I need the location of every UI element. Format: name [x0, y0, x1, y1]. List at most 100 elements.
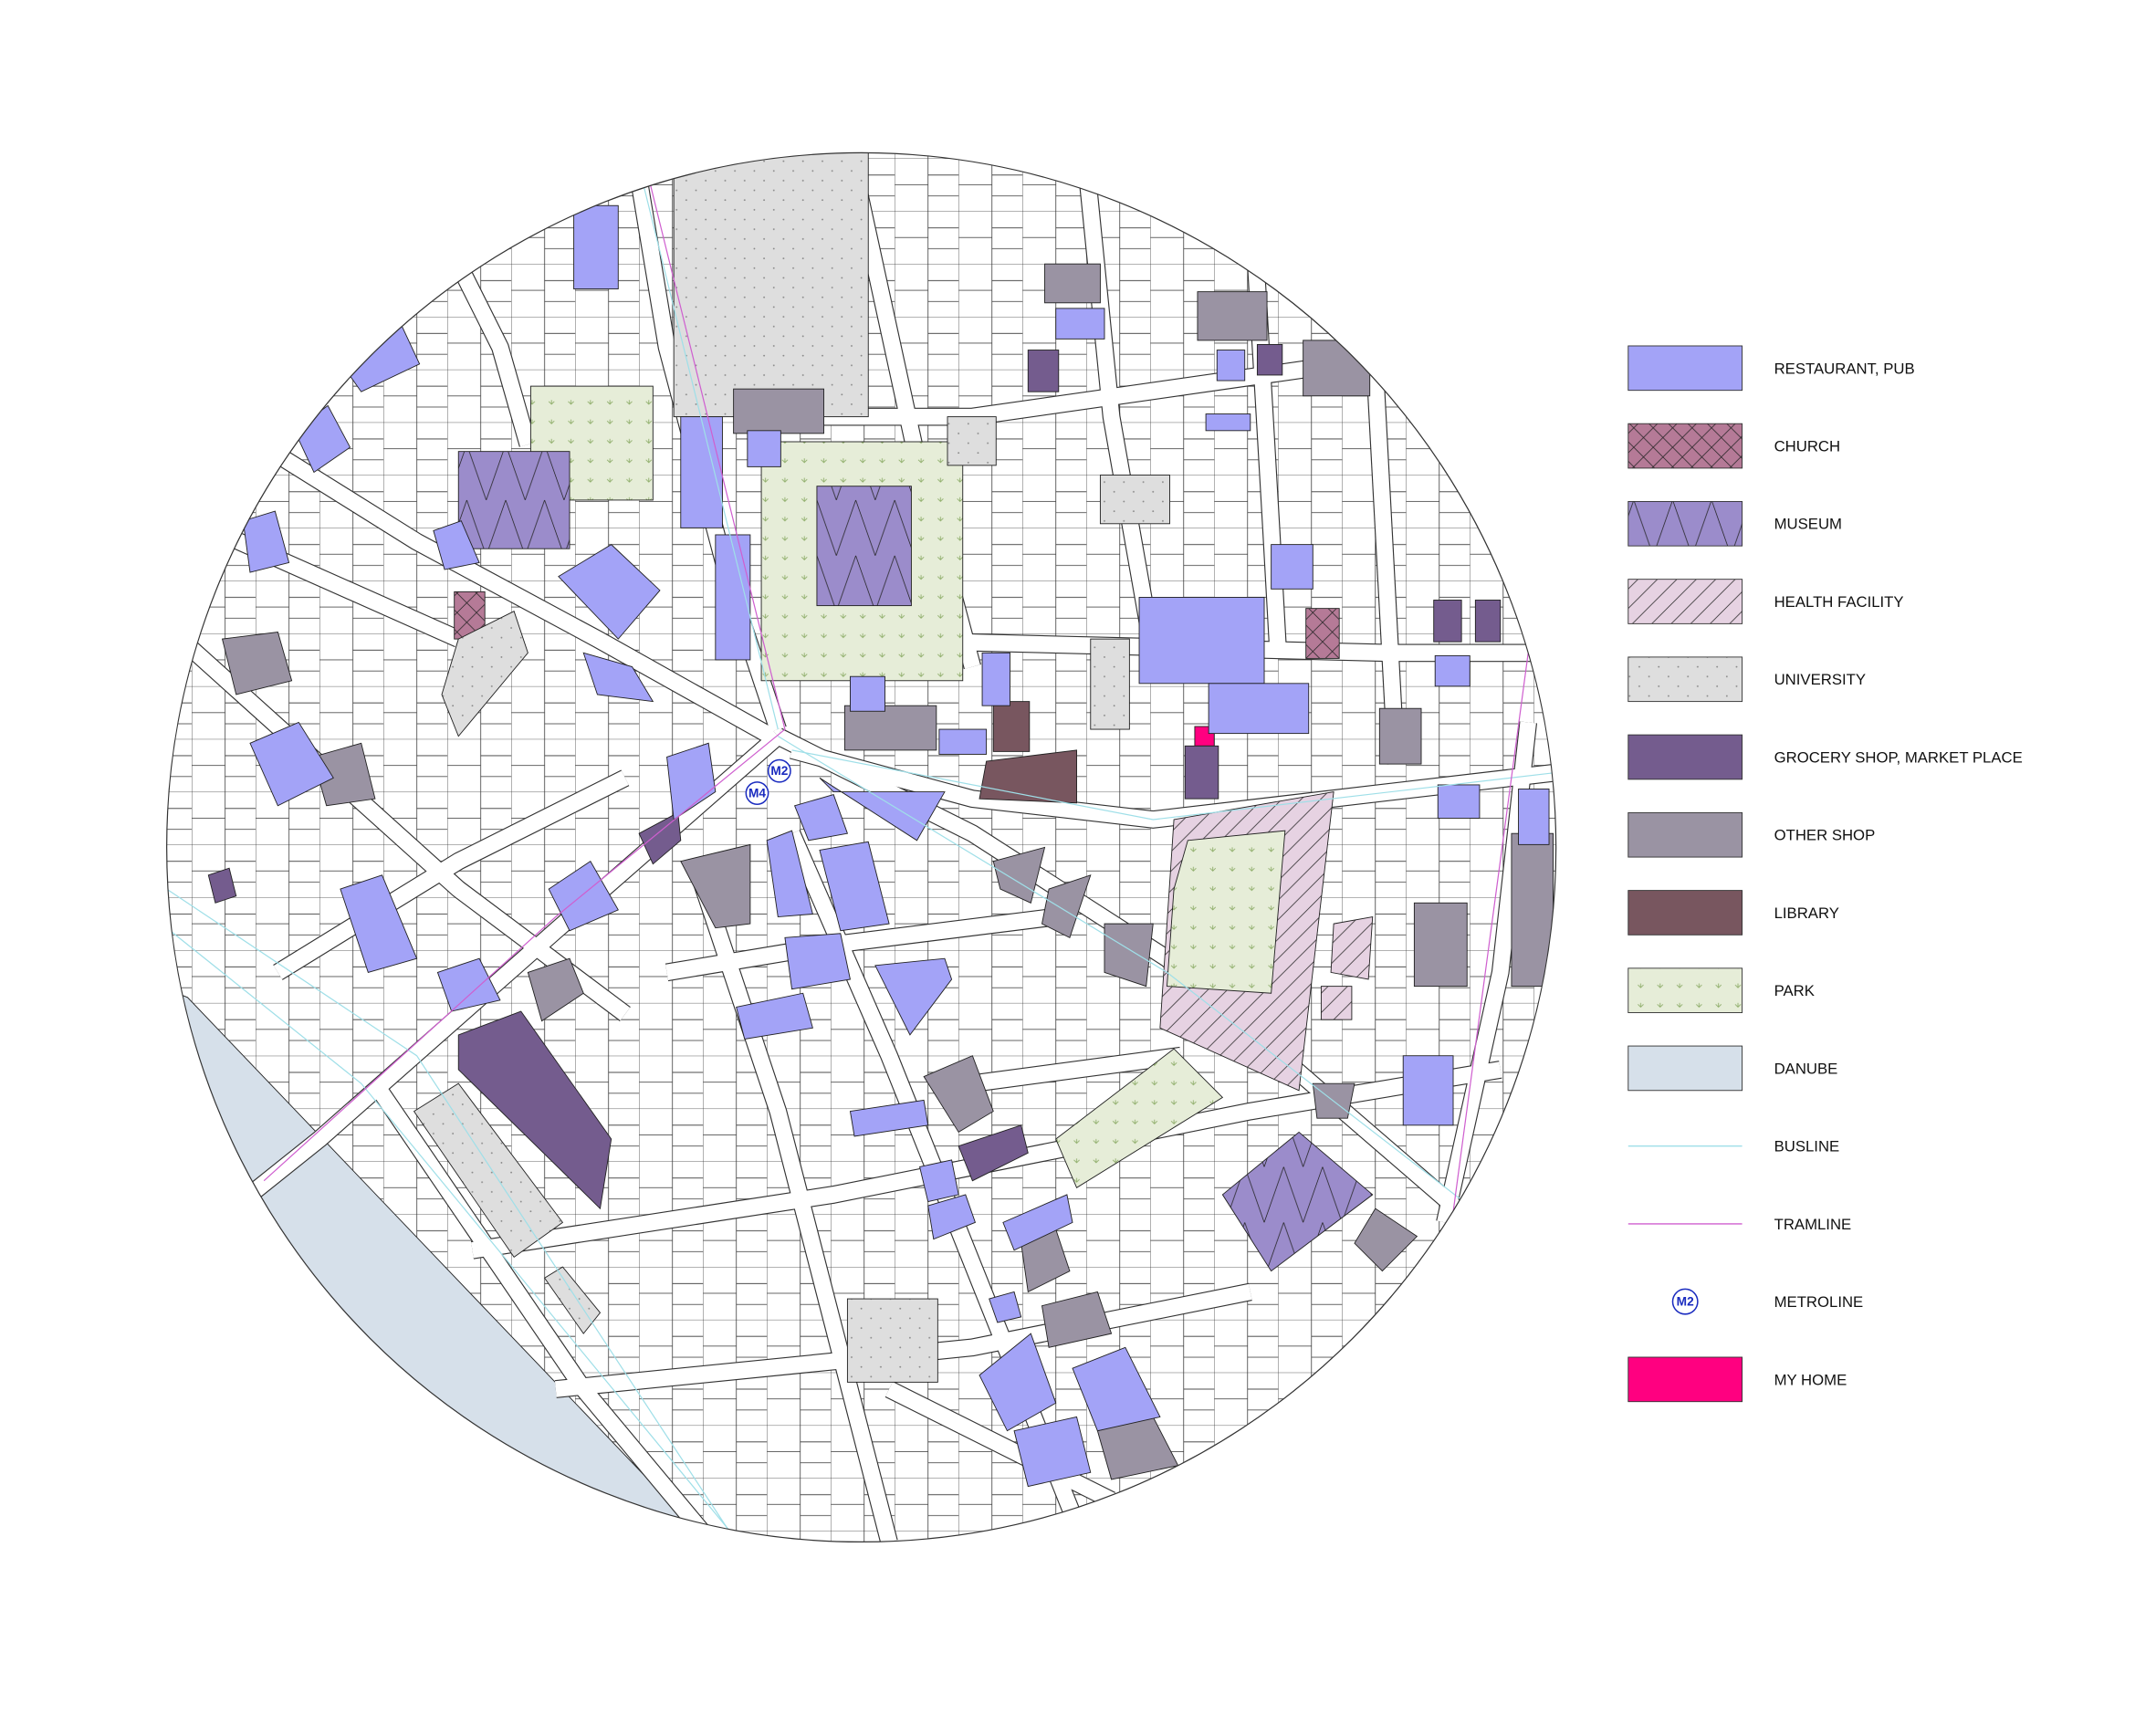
legend-label: METROLINE	[1774, 1293, 1864, 1311]
building	[874, 957, 953, 1036]
legend-label: RESTAURANT, PUB	[1774, 360, 1915, 377]
legend-label: UNIVERSITY	[1774, 671, 1866, 688]
building	[715, 534, 751, 661]
blocks	[207, 152, 1554, 1488]
building	[919, 1159, 959, 1203]
building	[1221, 1131, 1374, 1272]
building	[1216, 350, 1246, 382]
building	[766, 830, 813, 918]
building	[1184, 745, 1219, 800]
building	[1013, 1416, 1092, 1488]
building	[311, 742, 376, 807]
building	[846, 1298, 938, 1383]
legend-swatch	[1627, 656, 1743, 703]
building	[207, 867, 237, 904]
legend-swatch	[1627, 345, 1743, 392]
tramline	[263, 152, 786, 1182]
building	[441, 611, 529, 737]
building	[527, 957, 584, 1022]
street	[1075, 152, 1161, 654]
building	[1002, 1194, 1073, 1251]
building	[1305, 608, 1340, 659]
building	[938, 728, 988, 755]
legend-swatch	[1627, 890, 1743, 936]
legend-metro-symbol: M2	[1677, 1295, 1694, 1309]
building	[733, 388, 825, 434]
street	[832, 631, 1543, 662]
building	[1511, 832, 1554, 988]
building	[1044, 263, 1101, 304]
legend-label: GROCERY SHOP, MARKET PLACE	[1774, 748, 2023, 766]
building	[680, 843, 751, 929]
legend-swatch	[1627, 734, 1743, 780]
building	[1330, 915, 1374, 980]
metro-label: M4	[748, 787, 766, 800]
legend-swatch	[1627, 967, 1743, 1013]
building	[784, 933, 852, 990]
building	[1099, 475, 1170, 525]
building	[1303, 340, 1371, 397]
street	[1367, 374, 1405, 765]
building	[843, 705, 937, 751]
building	[958, 1124, 1029, 1182]
building	[992, 846, 1046, 904]
busline	[778, 736, 1473, 1209]
building	[850, 675, 885, 712]
building	[457, 1010, 612, 1210]
building	[433, 520, 480, 570]
building	[413, 1082, 564, 1259]
building	[992, 701, 1031, 752]
metro-icon	[767, 758, 791, 783]
building	[793, 794, 849, 842]
building	[1090, 638, 1130, 730]
legend-swatch	[1627, 579, 1743, 624]
building	[947, 416, 997, 466]
building	[673, 152, 869, 418]
building	[457, 451, 570, 549]
street	[190, 395, 775, 744]
legend-swatch	[1627, 500, 1743, 547]
building	[1433, 600, 1462, 643]
street	[885, 1382, 1115, 1508]
legend-metro-icon	[1671, 1288, 1699, 1315]
street	[273, 770, 629, 979]
building	[1208, 683, 1310, 735]
metro-label: M2	[770, 764, 788, 778]
building	[573, 204, 619, 290]
building	[221, 632, 293, 695]
street	[971, 1048, 1182, 1092]
building	[1271, 544, 1313, 590]
legend-label: BUSLINE	[1774, 1138, 1840, 1155]
busline	[166, 888, 738, 1542]
legend-swatch	[1627, 1045, 1743, 1092]
building	[1041, 1291, 1113, 1348]
building	[543, 1266, 602, 1334]
transit-lines	[166, 152, 1556, 1542]
building	[638, 811, 682, 865]
street	[686, 858, 897, 1542]
building	[680, 416, 723, 528]
building	[1166, 830, 1286, 994]
map-border	[166, 152, 1557, 1543]
building	[1518, 789, 1550, 845]
street	[554, 1283, 1252, 1397]
metro-stations: M2 M4	[745, 758, 791, 805]
street	[471, 1061, 1502, 1259]
building	[1055, 1048, 1224, 1188]
building	[923, 1055, 994, 1134]
building	[242, 510, 290, 573]
legend-label: TRAMLINE	[1774, 1216, 1852, 1233]
tramline	[1450, 653, 1529, 1223]
map-circle: M2 M4	[166, 152, 1556, 1542]
building	[558, 544, 661, 640]
building	[1138, 597, 1265, 685]
building	[849, 1099, 929, 1137]
legend: RESTAURANT, PUB CHURCH MUSEUM HEALTH FACILI…	[1627, 345, 2023, 1403]
legend-label: OTHER SHOP	[1774, 827, 1876, 844]
legend-swatch	[1627, 1356, 1743, 1403]
busline	[791, 749, 1556, 821]
building	[816, 486, 912, 607]
building	[989, 1291, 1022, 1323]
building	[1413, 902, 1468, 988]
